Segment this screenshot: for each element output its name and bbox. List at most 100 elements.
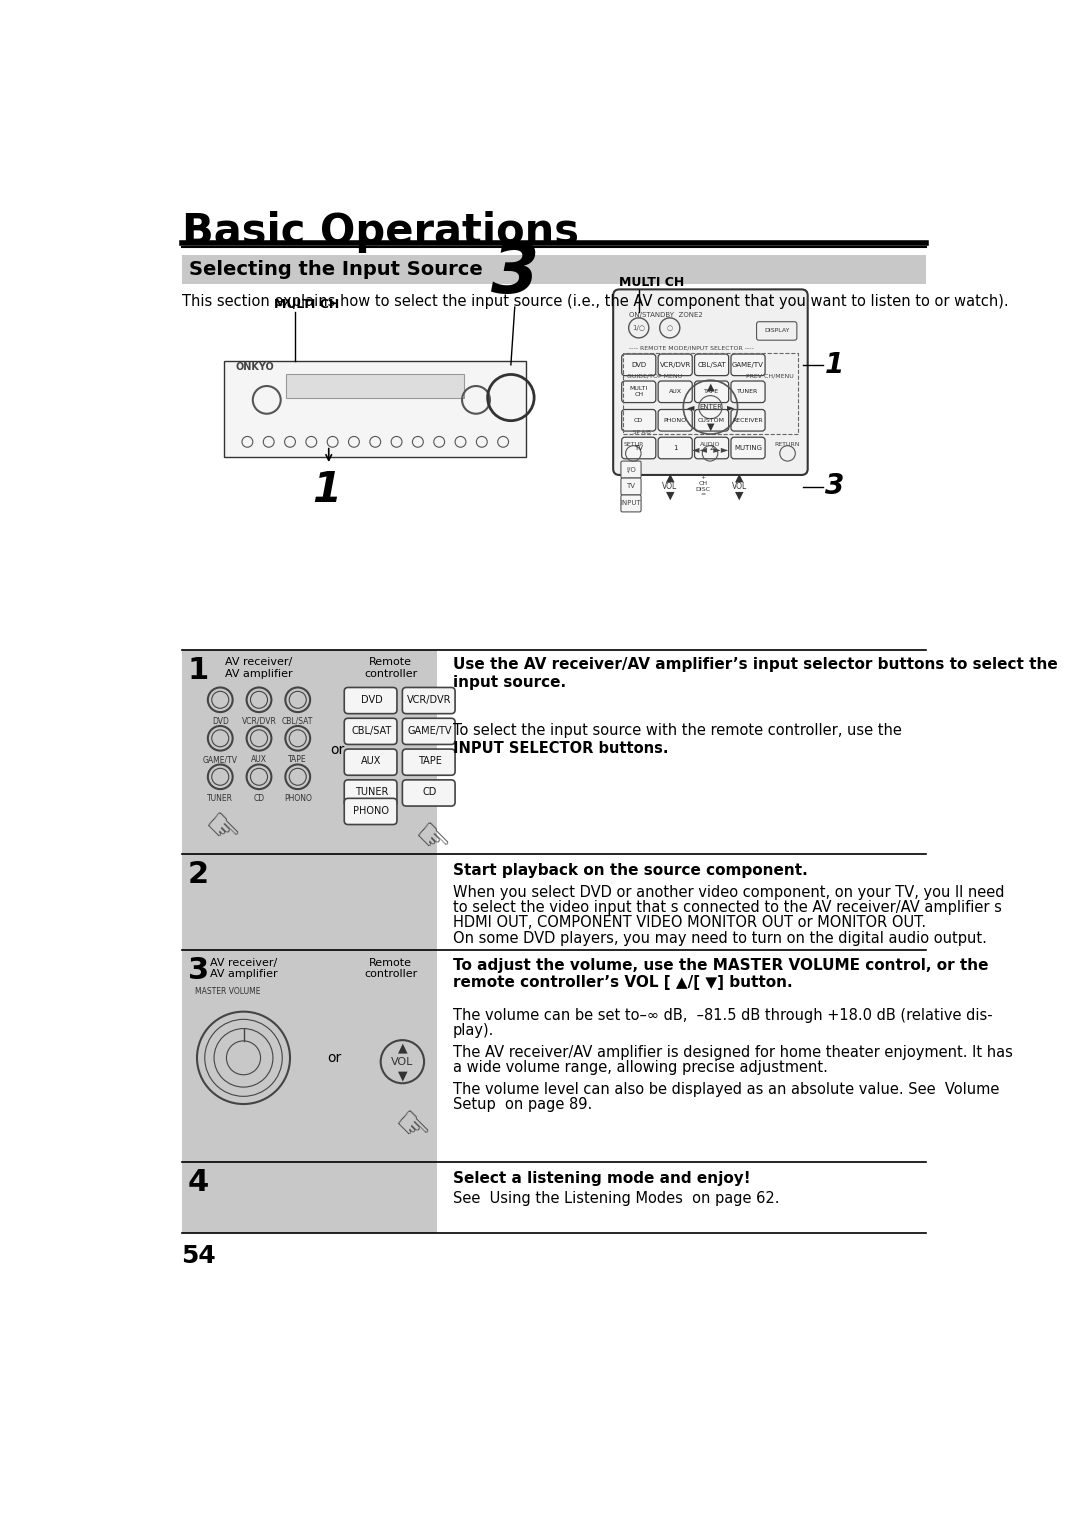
Text: SETUP: SETUP: [623, 441, 644, 447]
FancyBboxPatch shape: [694, 409, 729, 430]
Text: ▼: ▼: [706, 423, 714, 432]
Bar: [181, 1161, 437, 1233]
Text: The volume level can also be displayed as an absolute value. See  Volume: The volume level can also be displayed a…: [453, 1082, 999, 1097]
Text: CBL/SAT: CBL/SAT: [698, 362, 726, 368]
Text: MULTI CH: MULTI CH: [274, 298, 340, 311]
Text: ►: ►: [727, 403, 734, 412]
Text: Basic Operations: Basic Operations: [181, 211, 579, 253]
FancyBboxPatch shape: [403, 780, 455, 806]
FancyBboxPatch shape: [622, 409, 656, 430]
Text: DVD: DVD: [212, 717, 229, 726]
Text: The AV receiver/AV amplifier is designed for home theater enjoyment. It has: The AV receiver/AV amplifier is designed…: [453, 1045, 1013, 1059]
FancyBboxPatch shape: [731, 438, 765, 459]
Text: ▲: ▲: [706, 382, 714, 392]
Text: See  Using the Listening Modes  on page 62.: See Using the Listening Modes on page 62…: [453, 1192, 780, 1206]
FancyBboxPatch shape: [345, 749, 397, 775]
Text: ▼: ▼: [397, 1070, 407, 1082]
Text: TV: TV: [626, 484, 635, 490]
Text: 1: 1: [313, 468, 341, 511]
FancyBboxPatch shape: [694, 382, 729, 403]
Text: INPUT: INPUT: [621, 501, 642, 507]
Text: 2: 2: [710, 446, 714, 452]
Text: GAME/TV: GAME/TV: [732, 362, 764, 368]
FancyBboxPatch shape: [622, 438, 656, 459]
FancyBboxPatch shape: [658, 438, 692, 459]
Text: TAPE: TAPE: [288, 755, 307, 765]
FancyBboxPatch shape: [345, 719, 397, 745]
Text: CBL/SAT: CBL/SAT: [282, 717, 313, 726]
FancyBboxPatch shape: [622, 354, 656, 375]
Text: Use the AV receiver/AV amplifier’s input selector buttons to select the input so: Use the AV receiver/AV amplifier’s input…: [453, 658, 1057, 690]
Text: ENTER: ENTER: [699, 404, 721, 410]
Text: 54: 54: [181, 1244, 216, 1268]
Text: ▼: ▼: [665, 491, 674, 501]
Text: ◄◄  ►►: ◄◄ ►►: [692, 444, 728, 455]
FancyBboxPatch shape: [621, 461, 642, 478]
Text: This section explains how to select the input source (i.e., the AV component tha: This section explains how to select the …: [181, 295, 1008, 308]
Text: play).: play).: [453, 1024, 495, 1038]
Text: or: or: [330, 743, 345, 757]
Text: GAME/TV: GAME/TV: [407, 725, 451, 736]
Text: 3: 3: [188, 957, 208, 986]
Text: AV receiver/
AV amplifier: AV receiver/ AV amplifier: [210, 958, 278, 980]
Text: 1: 1: [673, 446, 677, 452]
FancyBboxPatch shape: [621, 478, 642, 494]
FancyBboxPatch shape: [225, 362, 526, 458]
FancyBboxPatch shape: [345, 798, 397, 824]
Text: ☞: ☞: [194, 806, 246, 856]
Text: The volume can be set to–∞ dB,  –81.5 dB through +18.0 dB (relative dis-: The volume can be set to–∞ dB, –81.5 dB …: [453, 1007, 993, 1022]
FancyBboxPatch shape: [403, 749, 455, 775]
Text: ☞: ☞: [404, 815, 456, 867]
Text: RECEIVER: RECEIVER: [732, 418, 764, 423]
Text: SP A/B: SP A/B: [633, 429, 651, 435]
Text: GAME/TV: GAME/TV: [203, 755, 238, 765]
Text: ○: ○: [666, 325, 673, 331]
FancyBboxPatch shape: [622, 382, 656, 403]
Text: AUX: AUX: [669, 389, 681, 394]
Text: TAPE: TAPE: [418, 757, 442, 766]
Text: TUNER: TUNER: [354, 787, 388, 797]
Text: GUIDE/TOP MENU: GUIDE/TOP MENU: [627, 374, 683, 378]
Text: VOL: VOL: [732, 482, 747, 491]
FancyBboxPatch shape: [658, 382, 692, 403]
Text: VOL: VOL: [662, 482, 677, 491]
Text: AUX: AUX: [251, 755, 267, 765]
Text: ◄: ◄: [687, 403, 694, 412]
Text: to select the video input that s connected to the AV receiver/AV amplifier s: to select the video input that s connect…: [453, 900, 1001, 916]
Text: Selecting the Input Source: Selecting the Input Source: [189, 259, 483, 279]
Text: ON/STANDBY  ZONE2: ON/STANDBY ZONE2: [629, 313, 702, 319]
Text: VCR/DVR: VCR/DVR: [242, 717, 276, 726]
FancyBboxPatch shape: [403, 688, 455, 714]
Text: 3: 3: [490, 240, 539, 307]
Text: To adjust the volume, use the MASTER VOLUME control, or the
remote controller’s : To adjust the volume, use the MASTER VOL…: [453, 958, 988, 990]
Text: VOL: VOL: [391, 1056, 414, 1067]
FancyBboxPatch shape: [731, 409, 765, 430]
Text: ▲: ▲: [665, 472, 674, 482]
Text: Remote
controller: Remote controller: [364, 658, 417, 679]
Text: AV receiver/
AV amplifier: AV receiver/ AV amplifier: [226, 658, 293, 679]
Text: Setup  on page 89.: Setup on page 89.: [453, 1097, 592, 1112]
Bar: [286, 374, 464, 398]
Text: 3: 3: [825, 473, 843, 501]
Text: 1/○: 1/○: [632, 325, 645, 331]
FancyBboxPatch shape: [621, 494, 642, 511]
Text: VCR/DVR: VCR/DVR: [407, 694, 451, 705]
Text: TUNER: TUNER: [207, 794, 233, 803]
Text: 1: 1: [188, 656, 208, 685]
Text: 4: 4: [188, 1167, 208, 1196]
Text: RETURN: RETURN: [774, 441, 800, 447]
Text: CBL/SAT: CBL/SAT: [351, 725, 391, 736]
Text: CD: CD: [634, 418, 644, 423]
Text: PHONO: PHONO: [284, 794, 312, 803]
Bar: [181, 951, 437, 1161]
FancyBboxPatch shape: [694, 354, 729, 375]
Text: CD: CD: [422, 787, 436, 797]
Text: CD: CD: [254, 794, 265, 803]
FancyBboxPatch shape: [731, 382, 765, 403]
Text: ▲: ▲: [397, 1041, 407, 1054]
Text: MULTI
CH: MULTI CH: [630, 386, 648, 397]
FancyBboxPatch shape: [731, 354, 765, 375]
Text: To select the input source with the remote controller, use the: To select the input source with the remo…: [453, 723, 902, 739]
Text: Remote
controller: Remote controller: [364, 958, 417, 980]
Text: I/O: I/O: [626, 467, 636, 473]
